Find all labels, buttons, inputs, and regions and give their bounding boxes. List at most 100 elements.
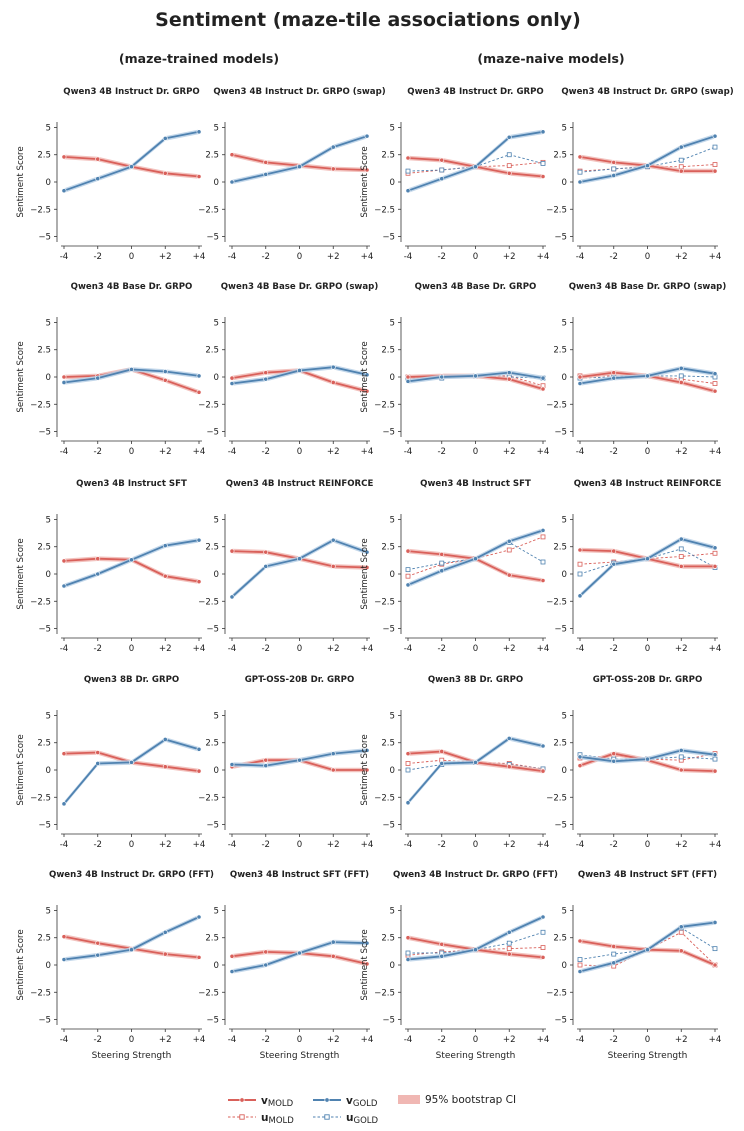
point-v-gold — [577, 179, 583, 185]
point-v-mold — [61, 934, 67, 940]
point-v-gold — [297, 950, 302, 956]
point-u-mold — [712, 550, 718, 556]
chart-panel: Qwen3 4B Instruct Dr. GRPO (FFT) 5 2.5 0 −2.… — [16, 870, 214, 1061]
y-tick-label: 5 — [214, 515, 219, 525]
legend-u-mold-sub: MOLD — [268, 1116, 294, 1126]
ci-band-v-mold — [580, 938, 715, 968]
point-v-mold — [263, 549, 269, 555]
legend-item-u-gold: uGOLD — [313, 1112, 378, 1126]
y-tick-label: 2.5 — [381, 934, 395, 944]
x-tick-label: 0 — [129, 840, 134, 850]
point-v-mold — [506, 764, 512, 770]
x-tick-label: +2 — [503, 1035, 516, 1045]
legend-v-mold-sub: MOLD — [268, 1099, 294, 1109]
y-tick-label: 2.5 — [37, 739, 51, 749]
x-tick-label: -4 — [576, 252, 585, 262]
x-tick-label: +4 — [361, 1035, 374, 1045]
series-line-v-gold — [231, 941, 368, 973]
point-v-mold — [712, 168, 718, 174]
y-tick-label: −2.5 — [198, 205, 219, 215]
x-tick-label: +4 — [709, 1035, 722, 1045]
x-tick-label: -2 — [437, 644, 446, 654]
x-tick-label: -4 — [404, 1035, 413, 1045]
chart-panel: Qwen3 4B Instruct SFT (FFT) 5 2.5 0 −2.5 −5 -4… — [198, 870, 373, 1061]
point-v-gold — [61, 957, 67, 962]
x-tick-label: -2 — [437, 447, 446, 457]
chart-panel: Qwen3 4B Base Dr. GRPO 5 2.5 0 −2.5 −5 -4 -2 0 +2… — [360, 282, 549, 457]
point-v-mold — [611, 159, 617, 165]
point-v-gold — [61, 188, 67, 194]
point-v-gold — [61, 583, 67, 589]
point-v-gold — [645, 163, 650, 169]
point-v-mold — [61, 751, 67, 757]
y-tick-label: 0 — [390, 570, 395, 580]
point-v-gold — [540, 527, 546, 533]
point-v-gold — [712, 371, 718, 377]
x-tick-label: +2 — [159, 644, 172, 654]
legend-u-gold-main: u — [346, 1112, 353, 1124]
point-v-mold — [678, 380, 684, 385]
y-tick-label: 0 — [46, 373, 51, 383]
x-tick-label: 0 — [129, 447, 134, 457]
point-v-gold — [263, 376, 269, 382]
x-tick-label: -2 — [93, 840, 102, 850]
point-u-gold — [439, 167, 445, 173]
y-tick-label: −5 — [554, 821, 567, 831]
x-tick-label: +4 — [361, 447, 374, 457]
legend-label-v-mold: vMOLD — [261, 1095, 294, 1109]
x-tick-label: 0 — [645, 447, 650, 457]
point-v-gold — [297, 164, 302, 170]
x-tick-label: +2 — [675, 840, 688, 850]
x-tick-label: 0 — [129, 644, 134, 654]
x-tick-label: 0 — [473, 644, 478, 654]
point-v-gold — [540, 129, 546, 135]
y-tick-label: −5 — [206, 233, 219, 243]
point-v-mold — [577, 547, 583, 553]
point-v-mold — [196, 954, 202, 960]
point-v-mold — [678, 168, 684, 174]
x-tick-label: +4 — [193, 1035, 206, 1045]
point-v-gold — [364, 549, 370, 555]
point-v-mold — [364, 388, 370, 394]
y-tick-label: 5 — [562, 515, 567, 525]
legend-marker-v-mold — [239, 1097, 245, 1103]
legend-swatch-ci — [398, 1095, 420, 1104]
y-tick-label: −5 — [554, 625, 567, 635]
point-u-gold — [712, 144, 718, 150]
point-v-mold — [439, 551, 445, 557]
y-tick-label: −2.5 — [198, 400, 219, 410]
y-tick-label: −5 — [38, 233, 51, 243]
point-v-mold — [405, 155, 411, 161]
point-v-mold — [330, 563, 336, 569]
chart-panel: Qwen3 4B Instruct Dr. GRPO 5 2.5 0 −2.5 −5 -4 -… — [360, 87, 549, 262]
x-tick-label: -2 — [261, 644, 270, 654]
point-v-gold — [95, 761, 101, 766]
point-u-gold — [506, 940, 512, 946]
point-v-gold — [364, 747, 370, 753]
point-v-mold — [61, 154, 67, 160]
panel-title: Qwen3 4B Base Dr. GRPO (swap) — [569, 282, 727, 292]
point-v-gold — [297, 556, 302, 562]
series-line-v-mold — [579, 940, 716, 966]
y-axis-label: Sentiment Score — [16, 734, 26, 805]
point-v-gold — [678, 365, 684, 371]
y-tick-label: 5 — [214, 711, 219, 721]
x-tick-label: -4 — [404, 840, 413, 850]
point-v-gold — [297, 368, 302, 373]
point-v-mold — [330, 166, 336, 172]
point-v-gold — [95, 571, 101, 577]
point-v-mold — [196, 768, 202, 774]
y-tick-label: 0 — [46, 570, 51, 580]
point-u-gold — [405, 767, 411, 773]
point-v-gold — [506, 370, 512, 376]
point-v-mold — [678, 563, 684, 569]
point-v-gold — [196, 129, 202, 135]
point-v-mold — [263, 159, 269, 165]
x-tick-label: -4 — [404, 644, 413, 654]
legend-v-mold-main: v — [261, 1095, 268, 1107]
point-v-mold — [712, 962, 718, 968]
panel-title: Qwen3 4B Base Dr. GRPO — [415, 282, 537, 292]
x-tick-label: -4 — [60, 1035, 69, 1045]
point-v-gold — [330, 364, 336, 370]
point-v-gold — [405, 582, 411, 588]
